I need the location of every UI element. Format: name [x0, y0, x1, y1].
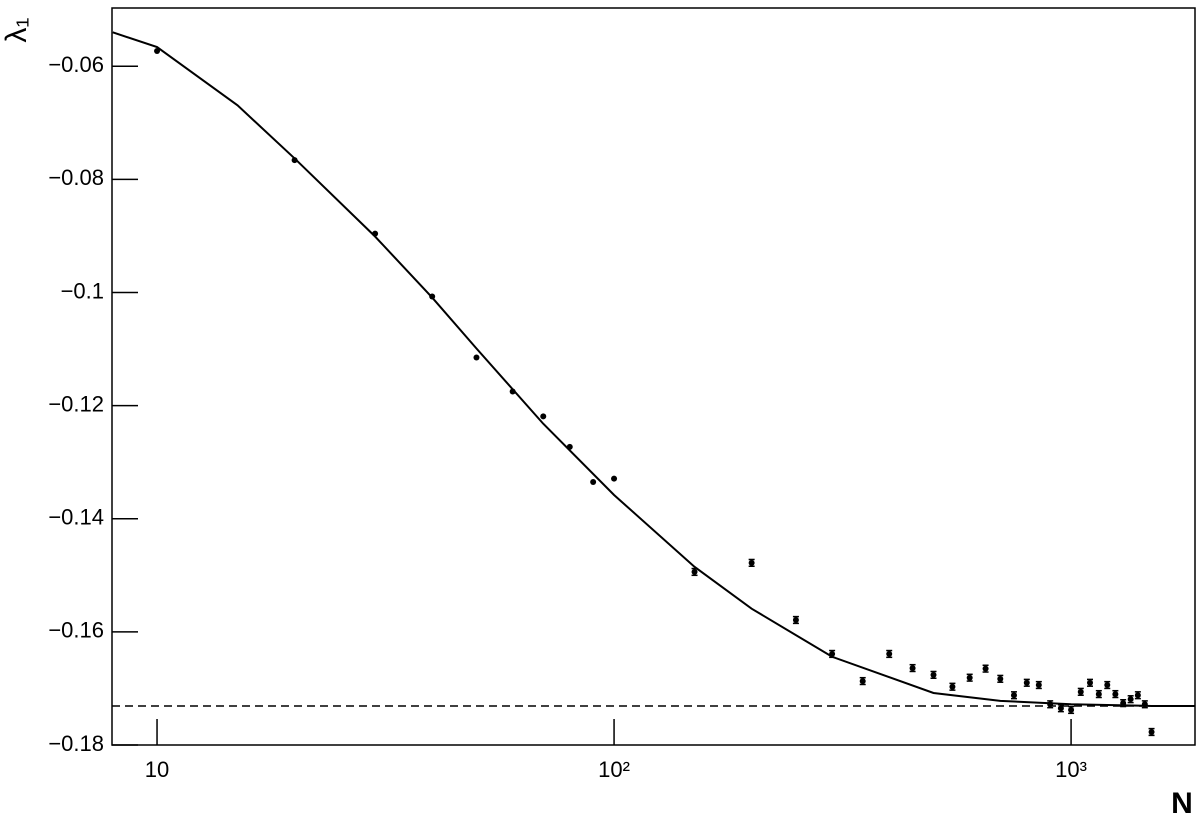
data-point [372, 230, 379, 237]
data-point [829, 650, 836, 657]
y-tick-label: −0.06 [48, 52, 104, 77]
data-point [1023, 679, 1030, 686]
data-point [909, 665, 916, 672]
data-point [748, 559, 755, 566]
x-tick-label: 10³ [1055, 757, 1087, 782]
data-point [1047, 701, 1054, 708]
data-point [1148, 728, 1155, 735]
y-tick-label: −0.12 [48, 391, 104, 416]
data-point [1104, 682, 1111, 689]
data-point [429, 293, 436, 300]
data-point [966, 674, 973, 681]
y-tick-label: −0.18 [48, 731, 104, 756]
data-point [1134, 692, 1141, 699]
data-point [566, 443, 573, 450]
y-tick-label: −0.1 [61, 278, 104, 303]
data-point [997, 675, 1004, 682]
y-axis-label: λ₁ [0, 17, 33, 42]
data-point [611, 475, 618, 482]
plot-frame [111, 7, 1196, 746]
fit-curve [112, 31, 1196, 707]
data-point [1035, 682, 1042, 689]
data-point [154, 47, 161, 54]
data-point [1120, 700, 1127, 707]
data-point [1127, 696, 1134, 703]
data-point [792, 616, 799, 623]
data-point [590, 478, 597, 485]
data-point [291, 157, 298, 164]
data-point [886, 650, 893, 657]
x-tick-label: 10 [145, 757, 169, 782]
data-point [930, 671, 937, 678]
data-point [859, 678, 866, 685]
data-point [473, 354, 480, 361]
data-point [949, 683, 956, 690]
y-tick-label: −0.08 [48, 165, 104, 190]
data-point [1010, 692, 1017, 699]
x-tick-label: 10² [598, 757, 630, 782]
data-point [1057, 705, 1064, 712]
y-tick-label: −0.14 [48, 505, 104, 530]
x-axis-label: N [1171, 787, 1193, 820]
data-point [1086, 679, 1093, 686]
data-point [1095, 691, 1102, 698]
data-point [691, 568, 698, 575]
data-point [540, 413, 547, 420]
y-tick-label: −0.16 [48, 618, 104, 643]
data-point [509, 388, 516, 395]
data-point [1077, 688, 1084, 695]
data-point [1141, 701, 1148, 708]
data-point [1112, 691, 1119, 698]
data-point [982, 665, 989, 672]
data-point [1068, 706, 1075, 713]
